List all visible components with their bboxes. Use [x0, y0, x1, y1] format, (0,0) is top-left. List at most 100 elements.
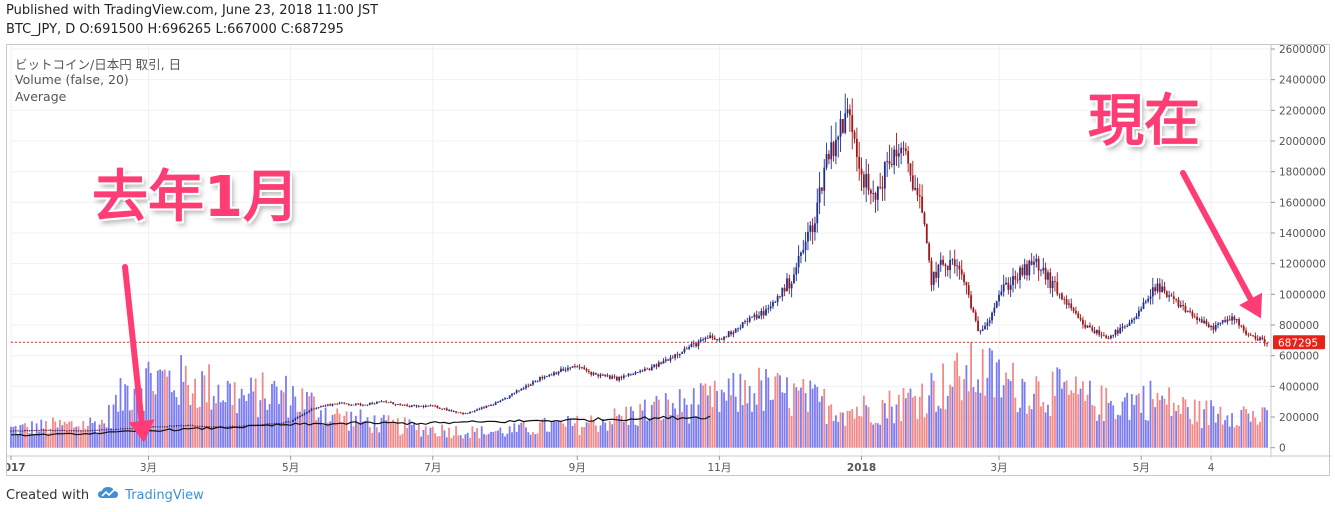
chart-svg[interactable]: 687295 0 200000 400000 600000 800000 1000000 1…: [7, 45, 1331, 477]
volume-bar: [1007, 379, 1010, 448]
candle-body: [825, 153, 828, 168]
candle-body: [352, 404, 355, 406]
volume-bar: [91, 423, 94, 448]
volume-bar: [981, 349, 984, 448]
candle-body: [1019, 267, 1021, 280]
volume-bar: [532, 432, 534, 448]
average-line: [10, 415, 711, 437]
volume-bar: [1212, 406, 1215, 448]
volume-bar: [546, 431, 548, 448]
chart-area[interactable]: 687295 0 200000 400000 600000 800000 1000000 1…: [6, 44, 1331, 477]
candle-body: [373, 403, 376, 405]
candle-body: [336, 403, 339, 405]
volume-bar: [406, 428, 409, 448]
candle-body: [636, 372, 639, 373]
volume-bar: [1249, 421, 1252, 448]
candle-body: [515, 390, 518, 393]
candle-body: [653, 364, 656, 367]
candle-body: [1242, 326, 1245, 331]
volume-bar: [984, 395, 986, 448]
candle-body: [832, 142, 835, 157]
candle-body: [713, 337, 716, 340]
annotation-arrow-now-shaft: [1180, 170, 1254, 302]
candle-body: [692, 343, 695, 345]
candle-body: [576, 366, 579, 368]
volume-bar: [329, 421, 332, 448]
candle-body: [494, 402, 497, 405]
candle-body: [830, 142, 833, 160]
legend-volume[interactable]: Volume (false, 20): [15, 72, 129, 87]
candle-body: [828, 153, 830, 160]
candle-body: [786, 278, 788, 292]
volume-bar: [583, 426, 586, 448]
volume-bar: [382, 414, 385, 448]
tradingview-brand-link[interactable]: TradingView: [125, 487, 204, 503]
volume-bar: [259, 400, 262, 448]
volume-bar: [1095, 420, 1098, 448]
candle-body: [1049, 272, 1052, 289]
candle-body: [1266, 343, 1268, 345]
volume-bar: [343, 415, 346, 448]
volume-bar: [1228, 426, 1231, 448]
candle-body: [499, 400, 502, 403]
volume-bar: [890, 406, 893, 448]
volume-bar: [1056, 367, 1059, 448]
candle-body: [10, 430, 12, 432]
volume-bar: [452, 435, 455, 448]
tradingview-cloud-icon[interactable]: [97, 486, 119, 504]
candle-body: [620, 376, 623, 378]
candle-body: [1249, 334, 1252, 336]
volume-bar: [1231, 413, 1233, 448]
volume-bar: [173, 390, 176, 448]
volume-bar: [732, 372, 735, 448]
candle-body: [86, 430, 89, 432]
legend-symbol[interactable]: ビットコイン/日本円 取引, 日: [15, 57, 182, 72]
candle-body: [1007, 282, 1010, 290]
candle-body: [1042, 267, 1045, 271]
candle-body: [529, 384, 532, 386]
volume-bar: [77, 426, 80, 448]
volume-bar: [191, 393, 194, 448]
volume-bar: [918, 396, 921, 448]
candle-body: [508, 395, 511, 399]
volume-bar: [163, 369, 166, 448]
volume-bar: [1093, 406, 1096, 448]
volume-bar: [879, 424, 882, 448]
volume-bar: [203, 375, 206, 448]
candle-body: [974, 312, 977, 321]
candle-body: [1214, 325, 1217, 330]
candle-body: [399, 404, 402, 405]
volume-bar: [480, 426, 483, 448]
candle-body: [80, 430, 82, 432]
volume-bar: [767, 377, 770, 448]
candle-body: [299, 416, 301, 418]
candle-body: [347, 403, 350, 405]
candle-body: [604, 374, 607, 377]
candle-body: [1068, 303, 1070, 305]
volume-bar: [601, 418, 604, 448]
candle-body: [1035, 258, 1038, 262]
volume-bar: [1189, 418, 1192, 448]
candle-body: [1016, 279, 1019, 281]
legend-average[interactable]: Average: [15, 89, 67, 104]
volume-bar: [371, 432, 374, 448]
candle-body: [173, 425, 176, 427]
volume-bar: [292, 386, 294, 448]
candle-body: [331, 403, 334, 406]
candle-body: [909, 163, 912, 176]
volume-bar: [739, 373, 742, 448]
volume-bar: [21, 424, 24, 448]
candle-body: [340, 402, 343, 404]
volume-bar: [254, 378, 257, 448]
volume-bar: [1016, 412, 1019, 448]
volume-bar: [1170, 415, 1173, 448]
candle-body: [1252, 335, 1254, 337]
candle-body: [343, 402, 346, 404]
candle-body: [359, 403, 362, 406]
volume-bar: [797, 390, 800, 448]
candle-body: [578, 366, 581, 368]
candle-body: [762, 310, 765, 316]
volume-bar: [1151, 399, 1154, 448]
volume-bar: [180, 355, 183, 448]
volume-bar: [450, 438, 453, 448]
